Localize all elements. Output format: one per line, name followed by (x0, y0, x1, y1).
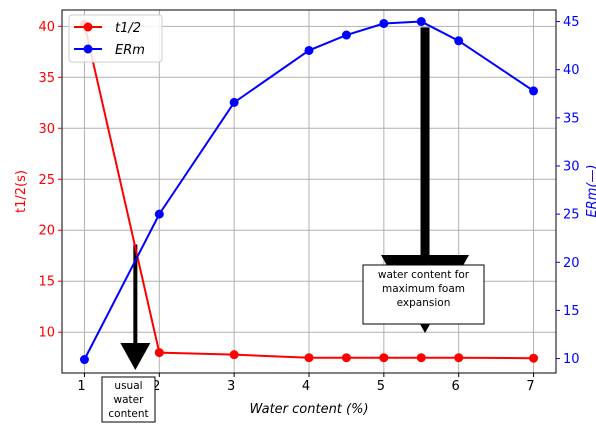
usual-annotation-text: content (108, 408, 148, 420)
y-left-tick-label: 25 (38, 173, 55, 188)
grid (62, 10, 556, 373)
usual-arrow-head (120, 343, 151, 370)
y-left-axis-label: t1/2(s) (14, 170, 29, 213)
y-right-tick-label: 40 (563, 63, 580, 78)
series-lines (79, 17, 539, 365)
series-0-point (341, 353, 351, 363)
legend: t1/2 ERm (68, 14, 163, 63)
legend-label-0: t1/2 (115, 21, 141, 36)
series-0-point (154, 348, 164, 358)
axes: 1 2 3 4 5 6 7101520253035401015202530354045Wat… (14, 15, 596, 417)
series-1-point (529, 86, 539, 96)
max-annotation-text: maximum foam (382, 283, 465, 295)
series-1-point (416, 17, 426, 27)
y-right-tick-label: 30 (563, 159, 580, 174)
y-left-tick-label: 20 (38, 224, 55, 239)
y-left-tick-label: 10 (38, 326, 55, 341)
y-right-tick-label: 20 (563, 256, 580, 271)
y-right-tick-label: 45 (563, 15, 580, 30)
usual-annotation-text: water (114, 394, 145, 406)
legend-marker-1 (83, 44, 93, 54)
max-annotation-text: expansion (397, 297, 451, 309)
series-0-point (529, 353, 539, 363)
y-right-tick-label: 10 (563, 352, 580, 367)
series-1-point (229, 97, 239, 107)
series-0-point (416, 353, 426, 363)
series-0-point (379, 353, 389, 363)
x-tick-label: 7 (526, 379, 534, 394)
series-1-point (304, 45, 314, 55)
y-left-tick-label: 15 (38, 275, 55, 290)
x-tick-label: 4 (302, 379, 310, 394)
series-1-point (454, 36, 464, 46)
series-1-point (79, 355, 89, 365)
y-left-tick-label: 30 (38, 122, 55, 137)
legend-label-1: ERm (115, 43, 145, 58)
usual-annotation-text: usual (114, 380, 142, 392)
y-right-tick-label: 25 (563, 208, 580, 223)
series-0-point (304, 353, 314, 363)
series-0-point (229, 350, 239, 360)
y-left-tick-label: 35 (38, 71, 55, 86)
usual-annotation-box (101, 376, 156, 423)
x-tick-label: 6 (452, 379, 460, 394)
series-1-point (379, 18, 389, 28)
x-tick-label: 1 (77, 379, 85, 394)
legend-marker-0 (83, 22, 93, 32)
y-right-tick-label: 15 (563, 304, 580, 319)
y-right-axis-label: ERm(—) (585, 164, 596, 217)
y-right-tick-label: 35 (563, 111, 580, 126)
x-tick-label: 3 (227, 379, 235, 394)
x-tick-label: 2 (152, 379, 160, 394)
annotation-boxes: usual water content water content for maximu… (101, 264, 485, 423)
series-0-point (454, 353, 464, 363)
series-1-point (341, 30, 351, 40)
y-left-tick-label: 40 (38, 20, 55, 35)
x-tick-label: 5 (377, 379, 385, 394)
series-1-point (154, 209, 164, 219)
max-annotation-text: water content for (378, 269, 470, 281)
x-axis-label: Water content (%) (249, 402, 368, 417)
max-annotation-box (362, 264, 485, 325)
